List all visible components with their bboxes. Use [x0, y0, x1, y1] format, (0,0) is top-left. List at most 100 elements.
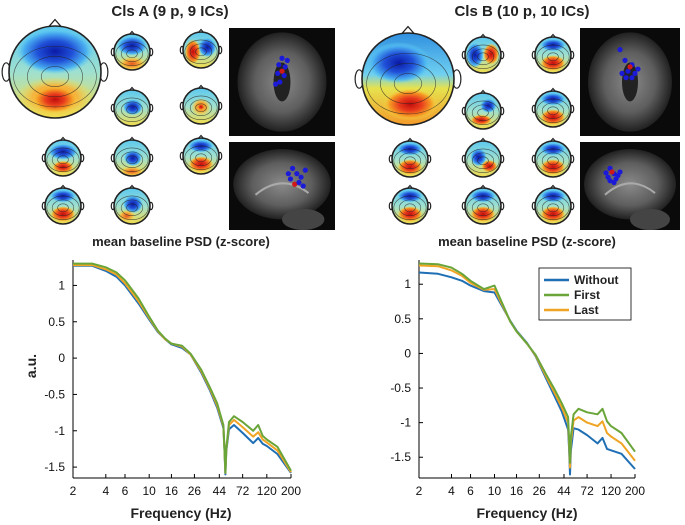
y-tick-label: 0.5 — [48, 315, 65, 329]
x-tick-label: 6 — [467, 484, 474, 498]
topoplot-a-6 — [110, 136, 154, 177]
mri-coronal-a — [229, 28, 335, 136]
x-tick-label: 2 — [70, 484, 77, 498]
series-line-first — [418, 262, 636, 464]
head-nose — [401, 25, 415, 35]
topoplot-a-3 — [110, 86, 154, 127]
topoplot-large-a — [1, 18, 109, 119]
x-tick-label: 26 — [188, 484, 202, 498]
series-line-first — [73, 262, 292, 474]
dipole — [603, 170, 609, 176]
x-tick-label: 10 — [143, 484, 157, 498]
dipole — [632, 70, 638, 76]
series-line-without — [418, 271, 636, 476]
topoplot-b-10 — [531, 184, 575, 225]
x-tick-label: 2 — [416, 484, 423, 498]
y-tick-label: 1 — [404, 277, 411, 291]
topoplot-a-8 — [41, 184, 85, 225]
x-tick-label: 120 — [257, 484, 277, 498]
topoplot-a-1 — [110, 30, 154, 71]
chart-b-xlabel: Frequency (Hz) — [476, 505, 577, 521]
topoplot-b-3 — [461, 89, 505, 130]
dipole — [294, 171, 300, 177]
mri-dipole-group — [229, 28, 680, 230]
head-outline — [391, 140, 429, 178]
series-line-last — [73, 264, 292, 474]
dipole — [281, 72, 287, 79]
head-outline — [464, 92, 502, 130]
topoplot-b-7 — [531, 137, 575, 178]
topoplot-a-9 — [110, 184, 154, 225]
dipole — [284, 57, 290, 64]
head-outline — [44, 187, 82, 225]
x-tick-label: 120 — [601, 484, 621, 498]
topoplot-b-1 — [461, 33, 505, 74]
dipole — [625, 68, 631, 74]
y-tick-label: 1 — [58, 278, 65, 292]
dipole — [302, 167, 308, 173]
x-tick-label: 16 — [165, 484, 179, 498]
dipole — [273, 81, 279, 87]
head-outline — [391, 187, 429, 225]
x-tick-label: 200 — [625, 484, 645, 498]
dipole — [622, 57, 628, 64]
cluster-b-title: Cls B (10 p, 10 ICs) — [454, 3, 589, 20]
y-tick-label: -1.5 — [44, 460, 65, 474]
dipole — [277, 79, 283, 85]
mri-sagittal-a — [229, 142, 335, 230]
y-tick-label: -0.5 — [390, 381, 411, 395]
head-outline — [182, 137, 220, 175]
head-outline — [113, 89, 151, 127]
chart-a-title: mean baseline PSD (z-score) — [92, 234, 270, 249]
dipole — [275, 70, 281, 76]
topoplot-a-2 — [179, 28, 223, 69]
dipole — [276, 62, 282, 68]
dipole — [279, 68, 285, 74]
head-outline — [182, 31, 220, 69]
topoplot-a-5 — [41, 136, 85, 177]
x-tick-label: 16 — [510, 484, 524, 498]
head-outline — [464, 187, 502, 225]
head-outline — [534, 140, 572, 178]
head-outline — [182, 87, 220, 125]
x-tick-label: 72 — [236, 484, 250, 498]
dipole — [627, 64, 633, 70]
dipole — [617, 169, 623, 175]
x-tick-label: 10 — [488, 484, 502, 498]
y-tick-label: 0.5 — [394, 312, 411, 326]
x-tick-label: 200 — [281, 484, 301, 498]
head-outline — [534, 36, 572, 74]
cluster-a-title: Cls A (9 p, 9 ICs) — [111, 3, 228, 20]
head-outline — [361, 32, 455, 126]
topoplot-group — [1, 18, 575, 225]
y-tick-label: 0 — [404, 346, 411, 360]
dipole — [292, 181, 298, 187]
chart-a-xlabel: Frequency (Hz) — [130, 505, 231, 521]
mri-coronal-b — [580, 28, 680, 136]
dipole — [287, 176, 294, 182]
topoplot-large-b — [354, 25, 462, 126]
series-line-last — [418, 264, 636, 469]
head-outline — [113, 33, 151, 71]
x-tick-label: 4 — [448, 484, 455, 498]
dipole — [635, 66, 641, 72]
head-outline — [534, 90, 572, 128]
dipole — [617, 47, 623, 53]
head-outline — [8, 25, 102, 119]
y-tick-label: -1 — [400, 416, 411, 430]
x-tick-label: 44 — [557, 484, 571, 498]
topoplot-b-2 — [531, 33, 575, 74]
dipole — [623, 75, 629, 81]
head-outline — [464, 36, 502, 74]
topoplot-b-8 — [388, 184, 432, 225]
dipole — [296, 179, 302, 186]
dipole — [611, 179, 617, 186]
y-tick-label: -0.5 — [44, 387, 65, 401]
dipole — [285, 171, 291, 177]
topoplot-b-4 — [531, 87, 575, 128]
y-tick-label: -1.5 — [390, 450, 411, 464]
dipole — [629, 75, 635, 81]
x-tick-label: 4 — [102, 484, 109, 498]
x-tick-label: 72 — [580, 484, 594, 498]
